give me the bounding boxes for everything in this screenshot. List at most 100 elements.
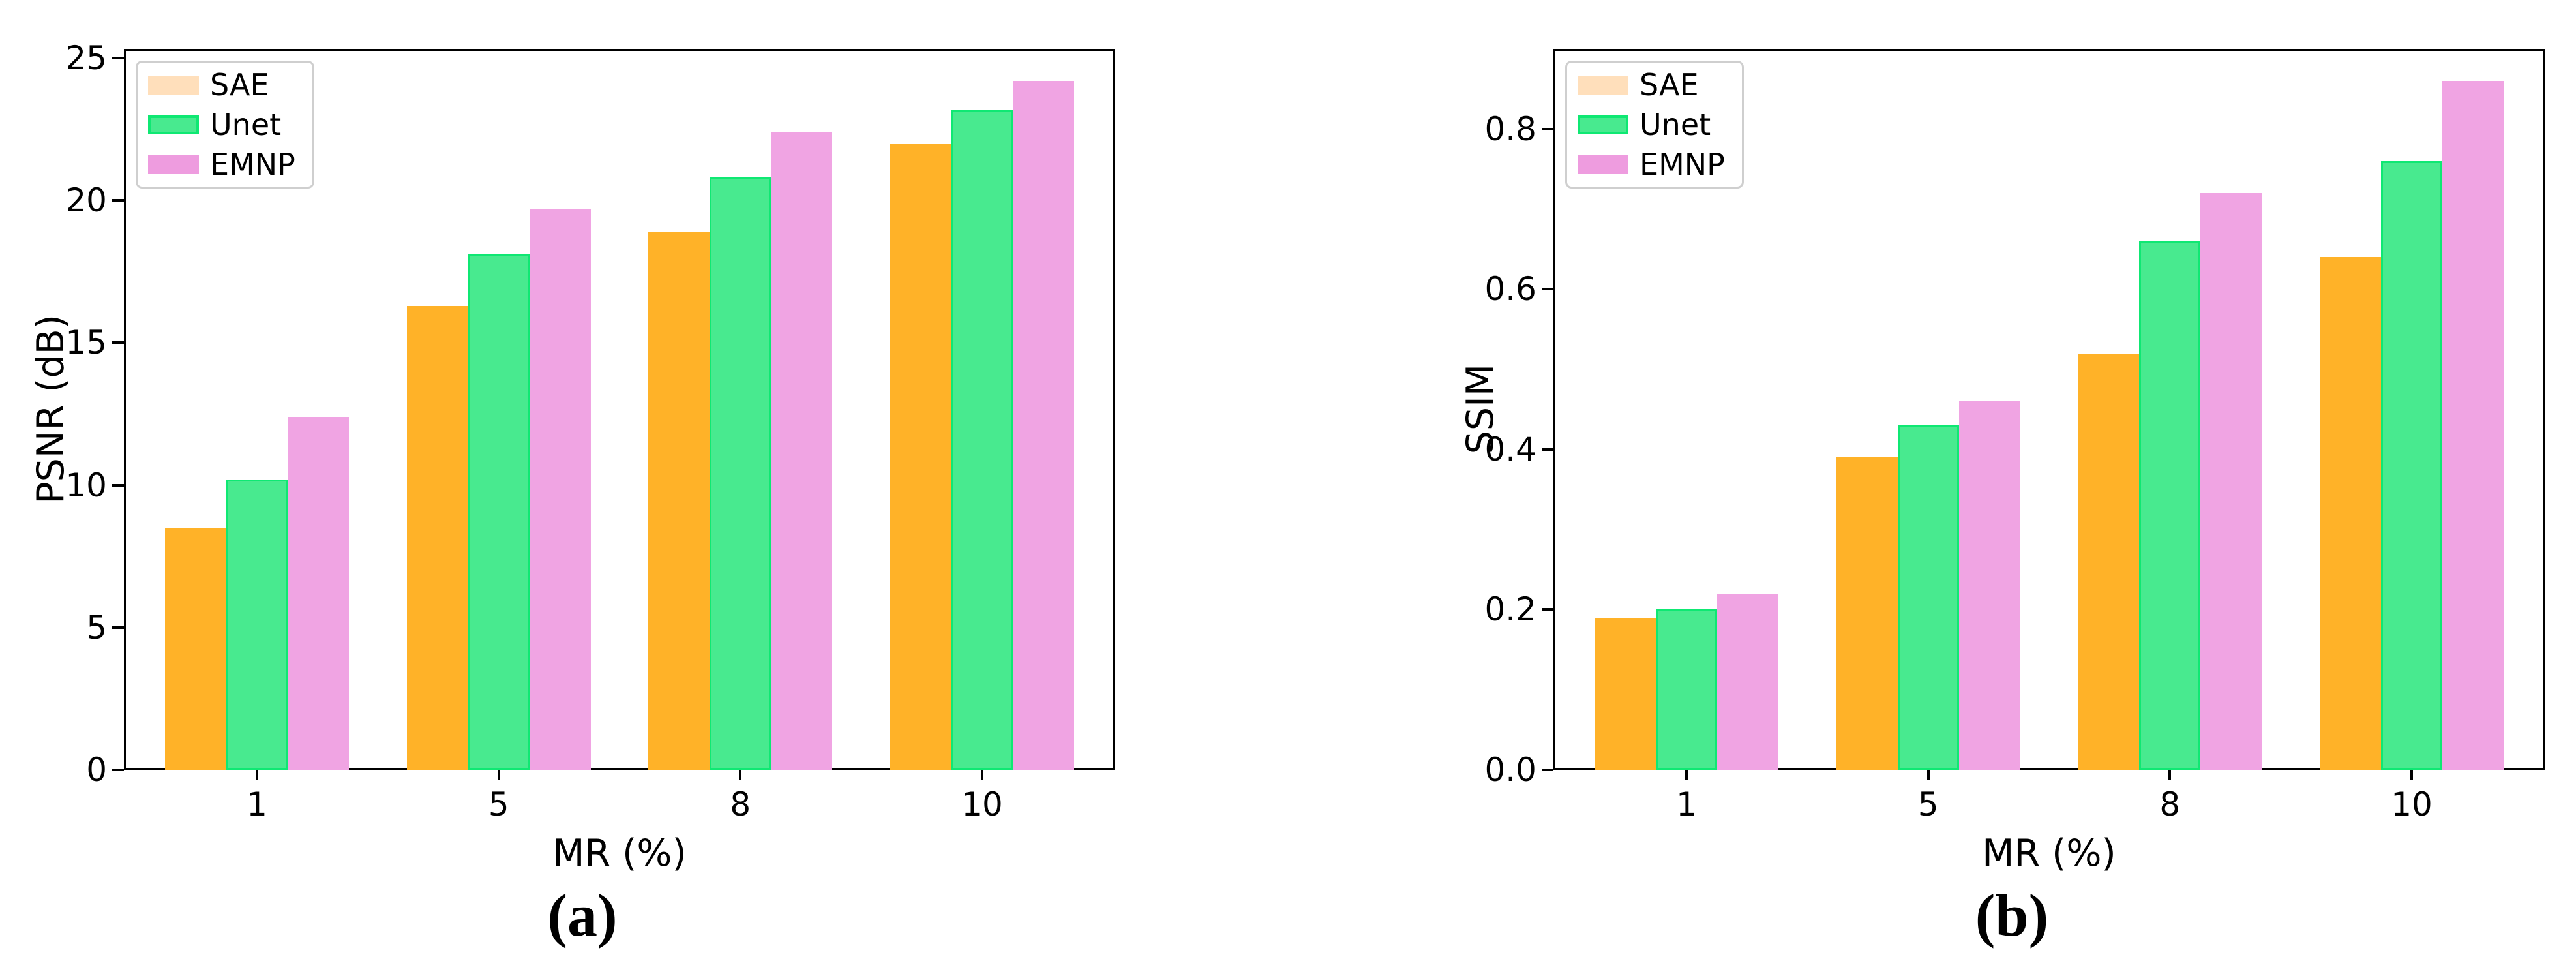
x-axis-tick <box>2410 770 2413 780</box>
spine-top <box>124 49 1115 51</box>
legend-label-emnp: EMNP <box>210 147 295 182</box>
bar-emnp <box>2200 193 2262 770</box>
bar-unet <box>226 479 288 770</box>
spine-right <box>2543 49 2545 770</box>
y-axis-tick <box>1542 288 1553 291</box>
legend-row-unet: Unet <box>148 107 295 142</box>
y-axis-tick <box>112 769 124 771</box>
y-axis-tick <box>112 626 124 629</box>
y-tick-label: 20 <box>65 181 107 220</box>
spine-bottom <box>124 768 1115 770</box>
legend-row-sae: SAE <box>1578 67 1725 102</box>
y-axis-tick <box>1542 448 1553 451</box>
bar-emnp <box>2442 81 2504 770</box>
bar-emnp <box>1958 401 2020 770</box>
chart-ssim-plot-area: 0.0 0.2 0.4 0.6 0.8 1 5 8 10 MR (%) SSIM SAE Unet EMN… <box>1459 49 2545 875</box>
y-tick-label: 25 <box>65 38 107 77</box>
legend-swatch-unet <box>1578 115 1628 134</box>
spine-bottom <box>1553 768 2545 770</box>
chart-psnr-plot-area: 0 5 10 15 20 25 1 5 8 10 MR (%) PSNR (dB) SAE Unet EMN… <box>29 39 1115 875</box>
legend-box: SAE Unet EMNP <box>1565 61 1744 189</box>
x-axis-tick <box>739 770 742 780</box>
x-tick-label: 1 <box>1676 786 1697 823</box>
y-axis-tick <box>112 483 124 487</box>
y-tick-label: 10 <box>65 466 107 504</box>
x-tick-label: 10 <box>2391 786 2433 823</box>
y-tick-label: 0.0 <box>1484 751 1536 789</box>
x-axis-label: MR (%) <box>1982 832 2116 875</box>
bar-sae <box>1836 457 1898 770</box>
x-axis-tick <box>256 770 258 780</box>
x-axis-label: MR (%) <box>552 832 687 875</box>
x-tick-label: 5 <box>488 786 509 823</box>
spine-right <box>1113 49 1115 770</box>
y-tick-label: 0.6 <box>1484 270 1536 309</box>
x-tick-label: 1 <box>247 786 267 823</box>
bar-unet <box>951 109 1013 770</box>
legend-row-emnp: EMNP <box>1578 147 1725 182</box>
bar-unet <box>1897 425 1959 770</box>
legend-swatch-emnp <box>1578 155 1628 174</box>
bar-unet <box>2139 241 2201 770</box>
x-tick-label: 10 <box>961 786 1003 823</box>
y-axis-tick <box>1542 608 1553 611</box>
bar-unet <box>468 254 530 770</box>
bar-sae <box>1595 617 1656 770</box>
y-axis-label: SSIM <box>1454 49 1506 770</box>
y-axis-tick <box>1542 769 1553 771</box>
legend-swatch-unet <box>148 115 199 134</box>
bar-emnp <box>529 209 591 770</box>
bar-unet <box>710 177 771 770</box>
caption-b: (b) <box>1975 882 2049 949</box>
legend-label-sae: SAE <box>210 67 269 102</box>
spine-top <box>1553 49 2545 51</box>
bar-emnp <box>288 416 349 770</box>
y-tick-label: 5 <box>86 608 107 647</box>
bar-emnp <box>1717 593 1778 770</box>
x-axis-tick <box>981 770 983 780</box>
legend-row-unet: Unet <box>1578 107 1725 142</box>
y-axis-tick <box>112 341 124 344</box>
y-tick-label: 15 <box>65 324 107 362</box>
caption-a: (a) <box>547 882 618 949</box>
bar-sae <box>165 528 226 770</box>
y-tick-label: 0 <box>86 751 107 789</box>
legend-swatch-sae <box>1578 75 1628 95</box>
y-tick-label: 0.2 <box>1484 590 1536 629</box>
y-axis-tick <box>1542 127 1553 130</box>
legend-box: SAE Unet EMNP <box>136 61 314 189</box>
bar-sae <box>406 305 468 770</box>
x-tick-label: 8 <box>730 786 751 823</box>
legend-row-emnp: EMNP <box>148 147 295 182</box>
bar-sae <box>648 232 710 770</box>
x-axis-tick <box>497 770 500 780</box>
y-axis-label: PSNR (dB) <box>25 49 77 770</box>
y-axis-tick <box>112 56 124 59</box>
bar-emnp <box>1013 80 1074 770</box>
bar-sae <box>890 143 951 770</box>
x-tick-label: 5 <box>1917 786 1939 823</box>
x-tick-label: 8 <box>2159 786 2181 823</box>
x-axis-tick <box>1926 770 1930 780</box>
legend-label-unet: Unet <box>210 107 282 142</box>
legend-label-unet: Unet <box>1640 107 1711 142</box>
legend-label-sae: SAE <box>1640 67 1699 102</box>
bar-unet <box>2381 160 2442 770</box>
y-axis-label-text: PSNR (dB) <box>29 314 72 504</box>
y-tick-label: 0.4 <box>1484 430 1536 468</box>
bar-sae <box>2320 257 2381 770</box>
spine-left <box>1553 49 1555 770</box>
x-axis-tick <box>1685 770 1688 780</box>
legend-swatch-sae <box>148 75 199 95</box>
legend-swatch-emnp <box>148 155 199 174</box>
y-tick-label: 0.8 <box>1484 110 1536 148</box>
legend-label-emnp: EMNP <box>1640 147 1725 182</box>
x-axis-tick <box>2168 770 2172 780</box>
bar-sae <box>2078 353 2140 770</box>
y-axis-tick <box>112 199 124 202</box>
bar-emnp <box>771 132 833 770</box>
y-axis-label-text: SSIM <box>1459 364 1502 455</box>
bar-unet <box>1656 609 1717 770</box>
spine-left <box>124 49 126 770</box>
